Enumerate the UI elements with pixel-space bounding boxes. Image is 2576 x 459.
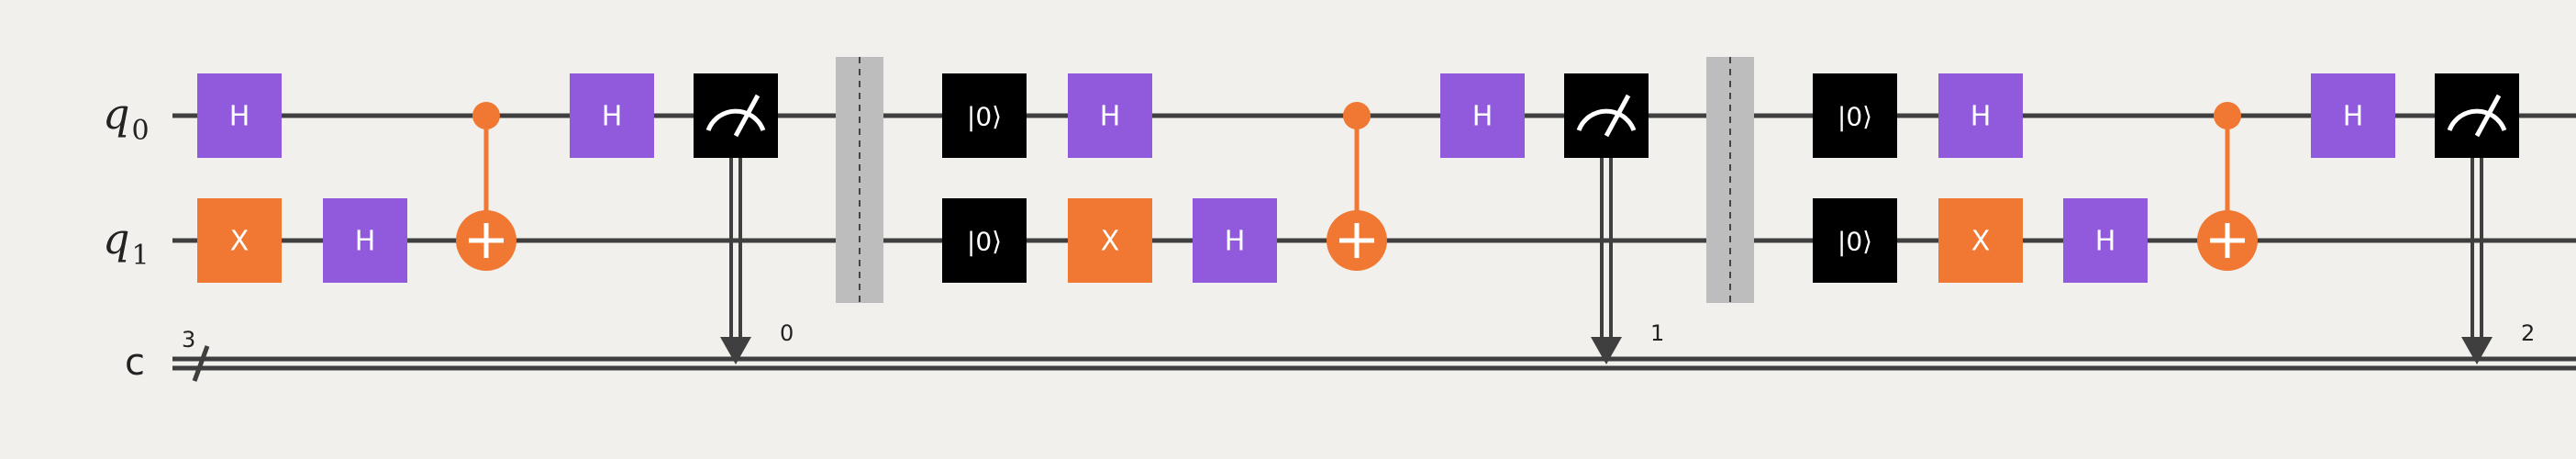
cnot-2-control-dot-icon [1343, 102, 1371, 129]
h-gate-q1-3 [2063, 198, 2148, 283]
measure-1-bit-label: 0 [780, 320, 794, 346]
q0-register-label: q0 [103, 89, 150, 147]
h-gate-q0-5-label: H [1971, 101, 1992, 133]
c-register-size-slash [192, 345, 210, 382]
reset-q1-1 [942, 198, 1027, 283]
reset-q0-2-label: |0⟩ [1838, 102, 1872, 132]
measure-2-arrow-head [1591, 337, 1622, 364]
h-gate-q0-2-label: H [602, 101, 623, 133]
x-gate-q1-3 [1938, 198, 2023, 283]
measure-3-measure-meter-icon [2447, 108, 2507, 131]
reset-q1-1-label: |0⟩ [967, 227, 1002, 257]
x-gate-q1-1-label: X [230, 226, 250, 258]
x-gate-q1-2 [1068, 198, 1152, 283]
h-gate-q0-3-label: H [1100, 101, 1121, 133]
x-gate-q1-1 [197, 198, 282, 283]
measure-1-measure-meter-icon [705, 108, 766, 131]
h-gate-q0-4-label: H [1472, 101, 1493, 133]
h-gate-q1-1-label: H [355, 226, 376, 258]
reset-q0-1 [942, 73, 1027, 158]
measure-1-needle [733, 94, 761, 138]
c-register-label: c [125, 341, 145, 384]
h-gate-q0-3 [1068, 73, 1152, 158]
cnot-3-control-dot-icon [2214, 102, 2241, 129]
measure-2-needle [1604, 94, 1631, 138]
h-gate-q0-5 [1938, 73, 2023, 158]
measure-2-box [1564, 73, 1649, 158]
x-gate-q1-3-label: X [1971, 226, 1991, 258]
measure-2-measure-meter-icon [1576, 108, 1637, 131]
measure-3-needle [2474, 94, 2502, 138]
h-gate-q1-2 [1193, 198, 1277, 283]
x-gate-q1-2-label: X [1101, 226, 1120, 258]
reset-q1-2 [1813, 198, 1897, 283]
h-gate-q0-1-label: H [229, 101, 250, 133]
measure-1-arrow-head [720, 337, 751, 364]
reset-q0-2 [1813, 73, 1897, 158]
measure-1-box [694, 73, 778, 158]
h-gate-q1-2-label: H [1225, 226, 1246, 258]
h-gate-q1-1 [323, 198, 407, 283]
h-gate-q0-6 [2311, 73, 2395, 158]
h-gate-q0-6-label: H [2343, 101, 2364, 133]
h-gate-q0-4 [1440, 73, 1525, 158]
measure-3-box [2435, 73, 2519, 158]
h-gate-q1-3-label: H [2095, 226, 2116, 258]
cnot-1-control-dot-icon [472, 102, 500, 129]
measure-2-bit-label: 1 [1650, 320, 1664, 346]
measure-3-bit-label: 2 [2521, 320, 2535, 346]
reset-q1-2-label: |0⟩ [1838, 227, 1872, 257]
c-register-size: 3 [182, 327, 195, 353]
h-gate-q0-1 [197, 73, 282, 158]
q1-register-label: q1 [103, 214, 150, 272]
gates-layer: H X H H 0 |0⟩ |0⟩ H X H H 1 |0⟩ |0⟩ H X H H 2 [197, 57, 2535, 364]
reset-q0-1-label: |0⟩ [967, 102, 1002, 132]
h-gate-q0-2 [570, 73, 654, 158]
measure-3-arrow-head [2461, 337, 2493, 364]
